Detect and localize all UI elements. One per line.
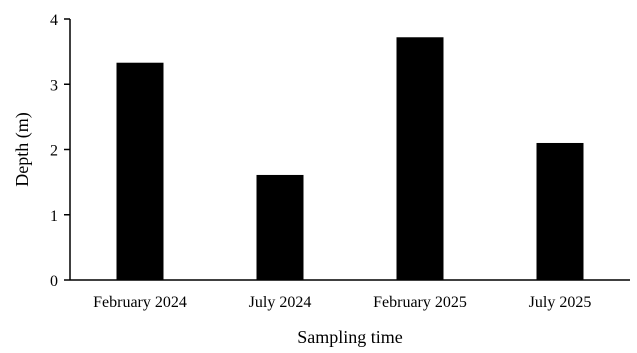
bar bbox=[116, 62, 164, 280]
x-tick-label: July 2024 bbox=[249, 294, 312, 311]
x-tick-label: February 2024 bbox=[93, 294, 187, 311]
y-tick-label: 0 bbox=[50, 273, 58, 290]
x-tick-label: February 2025 bbox=[373, 294, 467, 311]
y-ticks-group: 0 1 2 3 4 bbox=[50, 12, 70, 290]
y-tick-label: 2 bbox=[50, 143, 58, 160]
x-ticks-group: February 2024 July 2024 February 2025 July … bbox=[93, 294, 591, 311]
bar bbox=[396, 37, 444, 280]
y-tick-label: 1 bbox=[50, 208, 58, 225]
bars-group bbox=[116, 37, 584, 280]
x-axis-title: Sampling time bbox=[297, 327, 403, 347]
y-axis-title: Depth (m) bbox=[12, 112, 33, 186]
y-tick-label: 4 bbox=[50, 12, 58, 29]
x-tick-label: July 2025 bbox=[529, 294, 592, 311]
bar bbox=[536, 142, 584, 280]
y-tick-label: 3 bbox=[50, 77, 58, 94]
bar bbox=[256, 174, 304, 280]
